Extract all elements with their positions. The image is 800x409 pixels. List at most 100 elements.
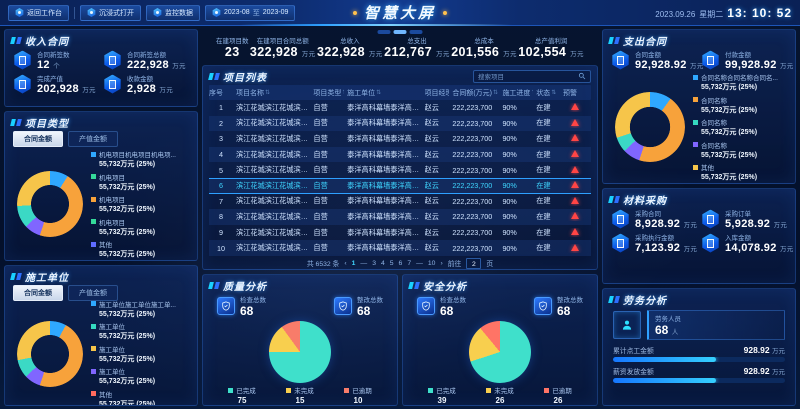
cell-manager: 赵云 [424, 102, 439, 112]
immersive-open-button[interactable]: 沉浸式打开 [80, 4, 141, 21]
legend-item: 施工单位 55,732万元 (25%) [91, 321, 189, 341]
cell-project-name: 滨江花城滨江花城滨江二期项... [236, 102, 310, 112]
cell-unit: 泰洋高科幕墙泰洋高科有限公... [347, 196, 421, 206]
page-number[interactable]: 4 [380, 259, 385, 267]
column-header[interactable]: 序号 [209, 89, 223, 97]
search-icon[interactable] [578, 67, 586, 85]
cell-warning [563, 103, 591, 112]
warning-icon[interactable] [571, 243, 579, 251]
table-row[interactable]: 5 滨江花城滨江花城滨江二期项... 自营 泰洋高科幕墙泰洋高科有限公... 赵… [209, 162, 591, 178]
title-bullet-icon [608, 36, 614, 44]
warning-icon[interactable] [571, 165, 579, 173]
pagination: 共 6532 条 ‹ 1 — 3 4 5 6 7 — 10 › 前往 2 页 [209, 256, 591, 269]
cell-progress: 90% [502, 134, 517, 144]
table-row[interactable]: 1 滨江花城滨江花城滨江二期项... 自营 泰洋高科幕墙泰洋高科有限公... 赵… [209, 100, 591, 116]
column-header[interactable]: 项目类型⇅ [313, 88, 344, 98]
warning-icon[interactable] [571, 181, 579, 189]
project-search-input[interactable]: 搜索项目 [473, 67, 591, 85]
sort-icon[interactable]: ⇅ [493, 90, 499, 96]
column-header[interactable]: 状态 ⇅ [536, 89, 557, 97]
sort-icon[interactable]: ⇅ [551, 90, 557, 96]
prev-page-button[interactable]: ‹ [344, 259, 347, 267]
range-end[interactable]: 2023-09 [262, 9, 289, 16]
legend-item: 合同名称 55,732万元 (25%) [693, 95, 787, 115]
date-range-picker[interactable]: 2023-08 至 2023-09 [205, 4, 296, 21]
next-page-button[interactable]: › [440, 259, 443, 267]
page-number[interactable]: 3 [372, 259, 376, 267]
deco-dot-icon [443, 10, 448, 15]
cell-progress: 90% [502, 165, 517, 175]
stat-cube-icon [612, 50, 629, 70]
stat-cube-icon [612, 209, 629, 229]
legend-name: 施工单位 [99, 369, 125, 376]
legend-value: 55,732万元 (25%) [99, 161, 156, 168]
page-number[interactable]: 1 [351, 259, 356, 267]
page-number[interactable]: — [360, 259, 368, 267]
title-bullet-icon [608, 195, 614, 203]
search-placeholder: 搜索项目 [478, 74, 504, 81]
tab[interactable]: 合同金额 [13, 285, 63, 301]
tab[interactable]: 产值金额 [68, 285, 118, 301]
bar-value: 928.92 万元 [743, 366, 785, 376]
page-number[interactable]: 7 [407, 259, 412, 267]
table-row[interactable]: 2 滨江花城滨江花城滨江二期项... 自营 泰洋高科幕墙泰洋高科有限公... 赵… [209, 115, 591, 132]
cell-warning [563, 150, 591, 159]
cell-no: 9 [219, 228, 223, 238]
warning-icon[interactable] [571, 118, 579, 126]
range-start[interactable]: 2023-08 [224, 9, 250, 16]
table-row[interactable]: 8 滨江花城滨江花城滨江二期项... 自营 泰洋高科幕墙泰洋高科有限公... 赵… [209, 209, 591, 225]
table-row[interactable]: 10 滨江花城滨江花城滨江二期项... 自营 泰洋高科幕墙泰洋高科有限公... … [209, 240, 591, 256]
cell-unit: 泰洋高科幕墙泰洋高科有限公... [347, 149, 421, 159]
tab[interactable]: 合同金额 [13, 131, 63, 147]
table-row[interactable]: 3 滨江花城滨江花城滨江二期项... 自营 泰洋高科幕墙泰洋高科有限公... 赵… [209, 131, 591, 147]
table-row[interactable]: 4 滨江花城滨江花城滨江二期项... 自营 泰洋高科幕墙泰洋高科有限公... 赵… [209, 146, 591, 163]
kpi-item: 总收入 322,928 万元 [317, 35, 383, 59]
column-header[interactable]: 预警 [563, 89, 577, 97]
page-number[interactable]: 5 [389, 259, 394, 267]
sort-icon[interactable]: ⇅ [342, 89, 344, 96]
legend-marker-icon [693, 119, 698, 125]
page-label: 页 [486, 261, 494, 269]
cell-progress: 90% [502, 181, 517, 191]
cell-manager: 赵云 [424, 149, 439, 159]
column-header[interactable]: 合同额(万元) ⇅ [452, 89, 499, 97]
sort-icon[interactable]: ⇅ [265, 90, 271, 96]
tab[interactable]: 产值金额 [68, 131, 118, 147]
page-number[interactable]: 10 [427, 259, 436, 267]
middle-column: 在建项目数 23 在建项目合同总额 322,928 万元 总收入 322,928… [202, 29, 598, 406]
warning-icon[interactable] [571, 196, 579, 204]
monitor-data-button[interactable]: 监控数据 [146, 4, 200, 21]
legend-marker-icon [693, 97, 698, 102]
legend-name: 已完成 [236, 388, 256, 395]
warning-icon[interactable] [571, 228, 579, 236]
legend-marker-icon [693, 164, 698, 170]
warning-icon[interactable] [571, 134, 579, 142]
stat-value: 222,928 万元 [127, 59, 186, 71]
sort-icon[interactable]: ⇅ [376, 90, 382, 96]
project-type-donut-chart [17, 171, 83, 237]
goto-page-input[interactable]: 2 [466, 257, 482, 269]
column-header[interactable]: 项目经理⇅ [424, 89, 450, 97]
column-header[interactable]: 施工单位 ⇅ [347, 89, 382, 97]
cell-type: 自营 [313, 118, 328, 128]
legend-item: 合同名称 55,732万元 (25%) [693, 117, 787, 137]
table-row[interactable]: 7 滨江花城滨江花城滨江二期项... 自营 泰洋高科幕墙泰洋高科有限公... 赵… [209, 194, 591, 210]
legend-name: 机电项目机电项目机电项... [99, 152, 176, 159]
legend-value: 10 [353, 396, 363, 405]
warning-icon[interactable] [571, 150, 579, 158]
warning-icon[interactable] [571, 103, 579, 111]
table-row[interactable]: 6 滨江花城滨江花城滨江二期项... 自营 泰洋高科幕墙泰洋高科有限公... 赵… [209, 177, 591, 194]
warning-icon[interactable] [571, 212, 579, 220]
back-to-workbench-button[interactable]: 返回工作台 [8, 4, 69, 21]
column-header[interactable]: 施工进度⇅ [502, 88, 533, 98]
table-row[interactable]: 9 滨江花城滨江花城滨江二期项... 自营 泰洋高科幕墙泰洋高科有限公... 赵… [209, 225, 591, 241]
stat-item: 收款金额 2,928 万元 [103, 73, 189, 95]
legend-item: 机电项目 55,732万元 (25%) [91, 217, 189, 237]
sort-icon[interactable]: ⇅ [531, 89, 533, 96]
button-label: 返回工作台 [27, 9, 62, 17]
cell-warning [563, 165, 591, 175]
page-number[interactable]: — [416, 259, 423, 267]
stat-label: 合同新签数 [37, 52, 70, 59]
column-header[interactable]: 项目名称 ⇅ [236, 89, 271, 97]
page-number[interactable]: 6 [398, 259, 403, 267]
